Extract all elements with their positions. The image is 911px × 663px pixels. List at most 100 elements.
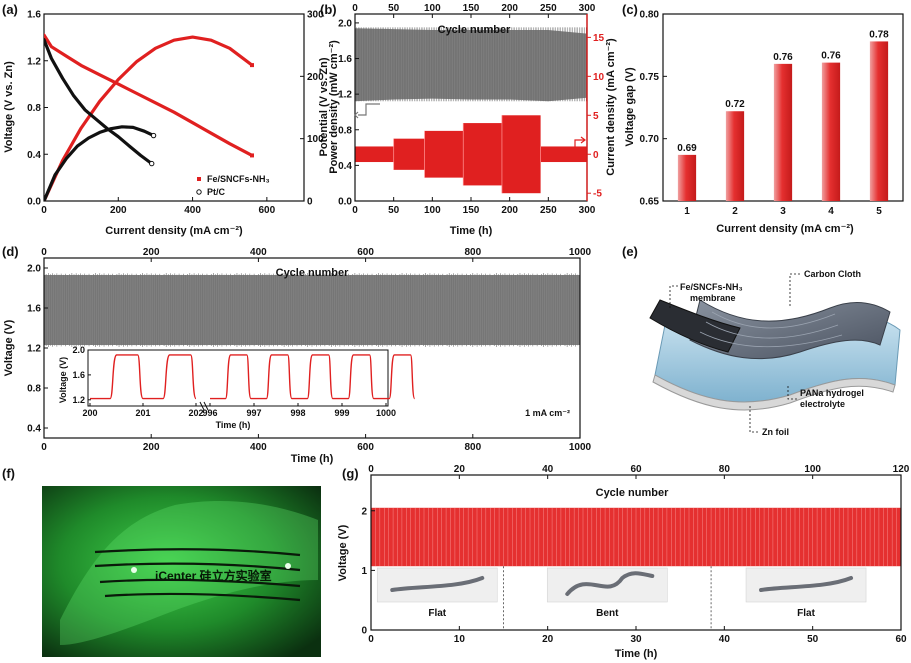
b-x2tick-label: 150 xyxy=(463,3,480,14)
panel-label-d: (d) xyxy=(2,244,19,259)
inset-xtick-label: 200 xyxy=(82,408,97,418)
g-xtick-label: 50 xyxy=(807,634,819,645)
b-xtick-label: 0 xyxy=(352,205,358,216)
chart-d-ylabel: Voltage (V) xyxy=(3,319,15,376)
g-x2tick-label: 0 xyxy=(368,464,374,475)
chart-d-series xyxy=(44,273,580,347)
g-state-label-1: Bent xyxy=(596,608,619,619)
c-bar-label-2: 0.72 xyxy=(725,99,745,110)
a-xtick-label: 600 xyxy=(259,205,276,216)
label-carbon-cloth: Carbon Cloth xyxy=(804,269,861,279)
chart-b-xlabel: Time (h) xyxy=(450,225,493,237)
b-y2tick-label: -5 xyxy=(593,189,602,200)
a-y2tick-label: 100 xyxy=(307,134,324,145)
a-series-line-1 xyxy=(44,35,254,201)
c-xtick-label: 3 xyxy=(780,206,786,217)
chart-b-y2label: Current density (mA cm⁻²) xyxy=(605,38,617,176)
d-ytick-label: 0.8 xyxy=(27,384,41,395)
b-ytick-label: 0.4 xyxy=(338,161,352,172)
b-y2tick-label: 5 xyxy=(593,111,599,122)
chart-d-ticks: 0 200 400 600 800 1000 0 200 400 600 800 1000 0.4 0.8… xyxy=(27,247,591,453)
inset-ytick-label: 1.6 xyxy=(72,370,85,380)
a-series-line-0 xyxy=(44,33,254,157)
b-ytick-label: 0.0 xyxy=(338,197,352,208)
inset-xtick-label: 998 xyxy=(290,408,305,418)
chart-a-ticks: 0 200 400 600 0.0 0.4 0.8 1.2 1.6 0 100 200 300 xyxy=(27,10,324,217)
c-bar-label-3: 0.76 xyxy=(773,52,793,63)
a-ytick-label: 0.0 xyxy=(27,197,41,208)
c-xtick-label: 5 xyxy=(876,206,882,217)
leader-cloth xyxy=(789,273,800,308)
c-xtick-label: 2 xyxy=(732,206,738,217)
a-series-end-0 xyxy=(250,153,254,158)
a-xtick-label: 0 xyxy=(41,205,47,216)
inset-xtick-label: 202 xyxy=(188,408,203,418)
a-series-line-3 xyxy=(44,125,156,201)
panel-label-a: (a) xyxy=(2,2,18,17)
chart-a-y2label: Power density (mW cm⁻²) xyxy=(328,40,340,174)
a-xtick-label: 200 xyxy=(110,205,127,216)
legend-label-pt: Pt/C xyxy=(207,187,226,197)
a-ytick-label: 1.2 xyxy=(27,56,41,67)
d-ytick-label: 2.0 xyxy=(27,264,41,275)
panel-label-b: (b) xyxy=(320,2,337,17)
chart-g-x2label: Cycle number xyxy=(596,487,669,499)
chart-g-ylabel: Voltage (V) xyxy=(337,524,349,581)
b-xtick-label: 300 xyxy=(579,205,596,216)
g-ytick-label: 2 xyxy=(361,506,367,517)
b-xtick-label: 150 xyxy=(463,205,480,216)
b-ytick-label: 1.2 xyxy=(338,90,352,101)
chart-a-legend: Fe/SNCFs-NH₃ Pt/C xyxy=(196,174,270,197)
leader-zn xyxy=(749,405,758,433)
inset-xtick-label: 996 xyxy=(202,408,217,418)
c-bar-5 xyxy=(869,41,889,201)
c-bar-label-5: 0.78 xyxy=(869,29,889,40)
chart-c-ticks: 0.65 0.70 0.75 0.80 1 2 3 4 5 xyxy=(640,10,883,218)
d-x2tick-label: 800 xyxy=(464,247,481,258)
b-y2tick-label: 15 xyxy=(593,33,605,44)
chart-a-ylabel: Voltage (V vs. Zn) xyxy=(3,61,15,153)
inset-frame xyxy=(87,349,389,407)
a-ytick-label: 0.8 xyxy=(27,103,41,114)
c-bar-2 xyxy=(725,111,745,201)
g-ytick-label: 0 xyxy=(361,626,367,637)
g-x2tick-label: 40 xyxy=(542,464,554,475)
d-xtick-label: 1000 xyxy=(569,442,592,453)
inset-break-2 xyxy=(203,401,209,411)
legend-marker-fe xyxy=(197,177,201,181)
b-ytick-label: 1.6 xyxy=(338,54,352,65)
chart-a-series xyxy=(44,33,254,201)
a-ytick-label: 0.4 xyxy=(27,150,41,161)
chart-g-ticks: 0 10 20 30 40 50 60 0 20 40 60 80 100 120 0 1 2 xyxy=(361,464,909,645)
chart-d-xlabel: Time (h) xyxy=(291,453,334,465)
g-xtick-label: 30 xyxy=(630,634,642,645)
b-xtick-label: 100 xyxy=(424,205,441,216)
b-current-step-2 xyxy=(424,130,464,178)
chart-a-xlabel: Current density (mA cm⁻²) xyxy=(105,225,243,237)
label-membrane-1: Fe/SNCFs-NH₃ xyxy=(680,282,743,292)
b-xtick-label: 200 xyxy=(501,205,518,216)
label-membrane-2: membrane xyxy=(690,293,736,303)
g-ytick-label: 1 xyxy=(361,566,367,577)
b-x2tick-label: 0 xyxy=(352,3,358,14)
g-photo-cell-0 xyxy=(390,576,485,592)
c-ytick-label: 0.75 xyxy=(640,72,660,83)
panel-label-f: (f) xyxy=(2,466,15,481)
carbon-cloth-layer xyxy=(689,299,891,360)
inset-xlabel: Time (h) xyxy=(216,420,251,430)
photo-text: iCenter 硅立方实验室 xyxy=(155,568,272,583)
b-xtick-label: 50 xyxy=(388,205,400,216)
g-x2tick-label: 20 xyxy=(454,464,466,475)
b-x2tick-label: 50 xyxy=(388,3,400,14)
d-x2tick-label: 0 xyxy=(41,247,47,258)
g-photo-cell-1 xyxy=(565,571,655,596)
c-xtick-label: 1 xyxy=(684,206,690,217)
d-x2tick-label: 600 xyxy=(357,247,374,258)
chart-b-ylabel: Potential (V vs. Zn) xyxy=(318,57,330,156)
chart-g-series xyxy=(371,507,901,630)
chart-c-ylabel: Voltage gap (V) xyxy=(624,67,636,147)
chart-g-xlabel: Time (h) xyxy=(615,648,658,660)
chart-g-photos: Flat Bent Flat xyxy=(376,567,867,619)
